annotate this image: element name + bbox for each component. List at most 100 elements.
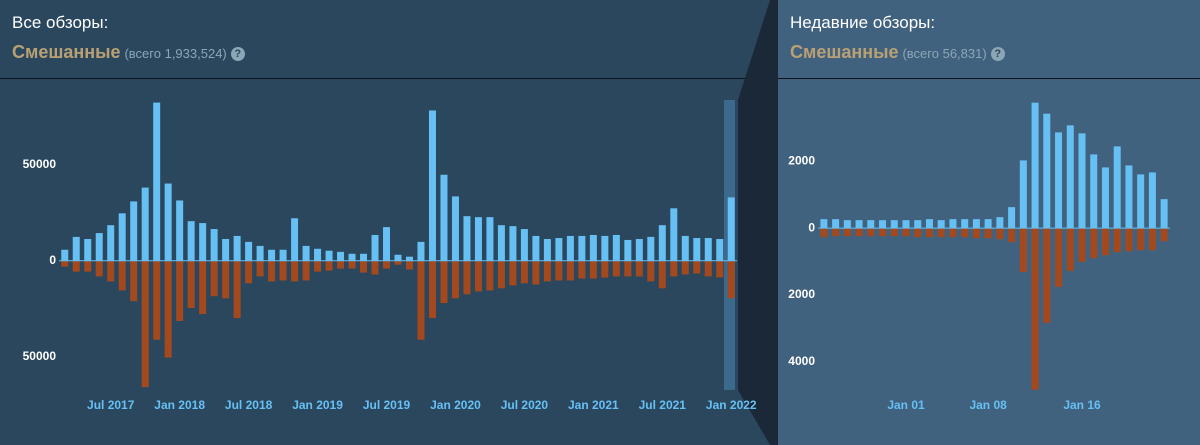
bar xyxy=(914,228,922,238)
bar xyxy=(383,260,391,269)
bar xyxy=(925,228,933,238)
bar xyxy=(984,219,992,229)
bar xyxy=(1019,160,1027,229)
bar xyxy=(417,260,425,340)
bar xyxy=(440,174,448,261)
bar xyxy=(925,219,933,229)
bar xyxy=(727,260,735,299)
header: Все обзоры: Смешанные (всего 1,933,524)? xyxy=(12,12,245,63)
x-tick-label: Jan 08 xyxy=(969,398,1007,412)
bar xyxy=(555,260,563,281)
bar xyxy=(153,102,161,261)
x-tick-label: Jan 2022 xyxy=(706,398,757,412)
bar xyxy=(658,260,666,289)
bar xyxy=(486,217,494,261)
bar xyxy=(601,260,609,278)
bar xyxy=(843,220,851,229)
bar xyxy=(949,219,957,229)
bar xyxy=(268,249,276,261)
bar xyxy=(451,196,459,261)
bar xyxy=(130,201,138,261)
bar xyxy=(486,260,494,291)
bar xyxy=(509,226,517,261)
bar xyxy=(118,213,126,261)
bar xyxy=(855,220,863,229)
bar xyxy=(474,260,482,292)
bar xyxy=(474,217,482,261)
bar xyxy=(497,225,505,261)
bar xyxy=(890,228,898,237)
bar xyxy=(1055,228,1063,287)
x-tick-label: Jan 2021 xyxy=(568,398,619,412)
bar xyxy=(902,220,910,229)
bar xyxy=(972,219,980,229)
bar xyxy=(820,219,828,229)
bar xyxy=(902,228,910,237)
x-tick-label: Jan 01 xyxy=(887,398,925,412)
bar xyxy=(61,249,69,261)
bar xyxy=(279,249,287,261)
total: (всего 56,831) xyxy=(902,46,987,61)
bar xyxy=(348,253,356,261)
all-reviews-panel: Все обзоры: Смешанные (всего 1,933,524)? xyxy=(0,0,770,445)
bar xyxy=(199,223,207,261)
bar xyxy=(1090,228,1098,259)
bar xyxy=(337,260,345,269)
bar xyxy=(670,208,678,261)
bar xyxy=(727,197,735,261)
bar xyxy=(1101,167,1109,229)
bar xyxy=(578,235,586,261)
bar xyxy=(360,260,368,273)
bar xyxy=(867,228,875,237)
bar xyxy=(520,260,528,284)
y-tick-label: 50000 xyxy=(23,157,57,171)
bar xyxy=(509,260,517,286)
separator xyxy=(778,78,1200,79)
bar xyxy=(61,260,69,267)
bar xyxy=(1031,102,1039,229)
bar xyxy=(268,260,276,282)
bar xyxy=(1160,228,1168,242)
bar xyxy=(141,260,149,388)
bar xyxy=(1148,228,1156,251)
bar xyxy=(1066,228,1074,271)
bar xyxy=(1113,146,1121,229)
panel-title: Все обзоры: xyxy=(12,13,109,32)
bar xyxy=(961,228,969,238)
bar xyxy=(428,260,436,319)
bar xyxy=(394,260,402,265)
bar xyxy=(1090,154,1098,229)
y-tick-label: 0 xyxy=(808,220,815,234)
bar xyxy=(199,260,207,315)
bar xyxy=(1125,165,1133,229)
bar xyxy=(72,260,80,272)
bar xyxy=(187,260,195,309)
y-tick-label: 50000 xyxy=(23,349,57,363)
bar xyxy=(153,260,161,340)
bar xyxy=(670,260,678,277)
bar xyxy=(118,260,126,291)
y-tick-label: 4000 xyxy=(788,354,815,368)
help-icon[interactable]: ? xyxy=(990,47,1005,61)
panel-title: Недавние обзоры: xyxy=(790,13,936,32)
bar xyxy=(832,219,840,229)
bar xyxy=(348,260,356,269)
bar xyxy=(1008,228,1016,243)
bar xyxy=(1148,172,1156,229)
bar xyxy=(302,245,310,261)
bar xyxy=(130,260,138,302)
bar xyxy=(210,260,218,297)
bar xyxy=(141,187,149,261)
x-tick-label: Jul 2017 xyxy=(87,398,135,412)
bar xyxy=(832,228,840,237)
bar xyxy=(961,219,969,229)
bar xyxy=(624,260,632,277)
bar xyxy=(937,220,945,229)
bar xyxy=(72,236,80,261)
y-tick-label: 0 xyxy=(49,253,56,267)
bar xyxy=(314,260,322,272)
help-icon[interactable]: ? xyxy=(230,47,245,61)
bar xyxy=(612,234,620,261)
bar xyxy=(222,239,230,261)
bar xyxy=(914,220,922,229)
